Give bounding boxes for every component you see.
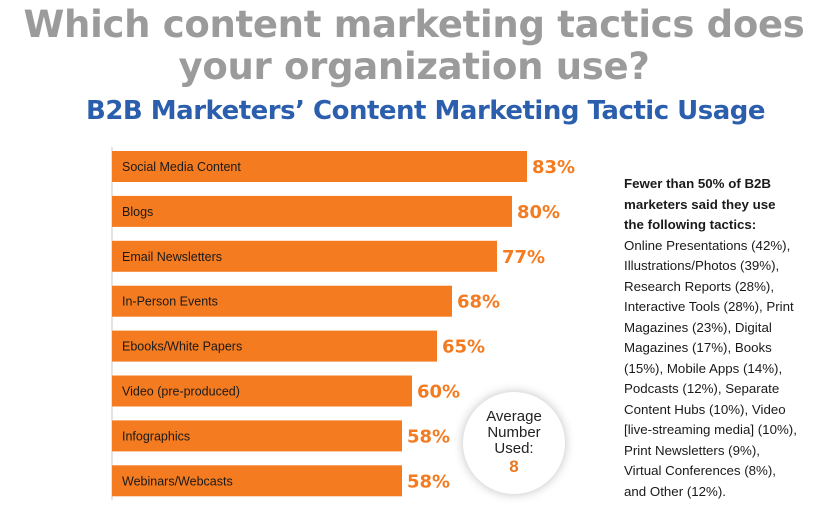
note-heading-line: the following tactics: [624,217,757,232]
note-line: Virtual Conferences (8%), [624,463,776,478]
category-label: Ebooks/White Papers [122,340,242,354]
category-label: Video (pre-produced) [122,385,240,399]
chart-title: B2B Marketers’ Content Marketing Tactic … [86,96,766,126]
note-line: Illustrations/Photos (39%), [624,258,780,273]
value-label: 58% [407,426,450,447]
category-label: Webinars/Webcasts [122,474,233,488]
bar [112,420,402,452]
note-line: Interactive Tools (28%), Print [624,299,794,314]
note-line: Print Newsletters (9%), [624,442,760,458]
note-line: Podcasts (12%), Separate [624,381,780,396]
headline-line: your organization use? [178,45,650,88]
badge-value: 8 [509,457,519,476]
bar [112,285,452,317]
bar [112,195,512,227]
bar [112,240,497,272]
category-label: Social Media Content [122,160,241,174]
value-label: 80% [517,202,560,223]
note-line: and Other (12%). [624,483,726,499]
bar [112,330,437,362]
note-line: Content Hubs (10%), Video [624,401,786,417]
value-label: 60% [417,382,460,403]
badge-label-line: Number [487,424,541,441]
headline: Which content marketing tactics does you… [0,4,828,88]
value-label: 77% [502,247,545,268]
note-line: Research Reports (28%), [624,278,775,294]
headline-line: Which content marketing tactics does [23,3,805,46]
note-heading-line: marketers said they use [624,196,776,212]
note-line: Online Presentations (42%), [624,237,791,253]
value-label: 65% [442,337,485,358]
category-label: Infographics [122,429,190,443]
note-heading-line: Fewer than 50% of B2B [624,176,772,191]
value-label: 83% [532,157,575,178]
note-line: Magazines (23%), Digital [624,319,772,335]
category-label: Email Newsletters [122,250,222,264]
value-label: 58% [407,471,450,492]
badge-label-line: Used: [494,440,534,457]
bar [112,375,412,407]
note-line: [live-streaming media] (10%), [624,422,797,437]
note-line: Magazines (17%), Books [624,340,772,355]
category-label: In-Person Events [122,295,218,309]
bar [112,151,527,182]
badge-label-line: Average [486,408,542,425]
value-label: 68% [457,292,500,313]
category-label: Blogs [122,205,153,219]
side-note: Fewer than 50% of B2B marketers said the… [624,174,820,502]
note-line: (15%), Mobile Apps (14%), [624,360,783,376]
bar [112,465,402,497]
average-badge: Average Number Used: 8 [463,392,565,494]
